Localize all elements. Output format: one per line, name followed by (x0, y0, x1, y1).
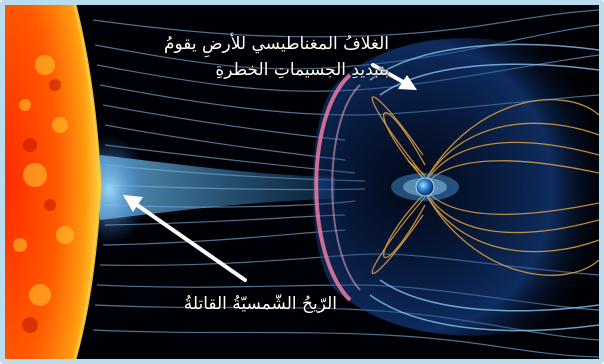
magnetosphere-caption-line-1: الغلافُ المغناطيسي للأرضِ يقومُ (163, 34, 389, 54)
magnetosphere-illustration (5, 5, 599, 359)
magnetopause-lines (369, 43, 599, 332)
solar-wind-stream (100, 155, 335, 220)
magnetosphere-pointer-arrow (371, 63, 417, 90)
magnetosphere-caption-line-2: بتبديدِ الجسيماتِ الخطرةِ (215, 60, 389, 80)
magnetic-field-loops (371, 96, 599, 276)
sun-illustration (5, 5, 102, 359)
solar-wind-caption: الرّيحُ الشّمسيّةُ القاتلةُ (183, 294, 337, 314)
magnetosphere-caption: الغلافُ المغناطيسي للأرضِ يقومُ بتبديدِ … (164, 31, 389, 83)
bow-shock (314, 73, 352, 302)
earth-globe-icon (415, 177, 435, 197)
solar-wind-pointer-arrow (123, 195, 247, 282)
